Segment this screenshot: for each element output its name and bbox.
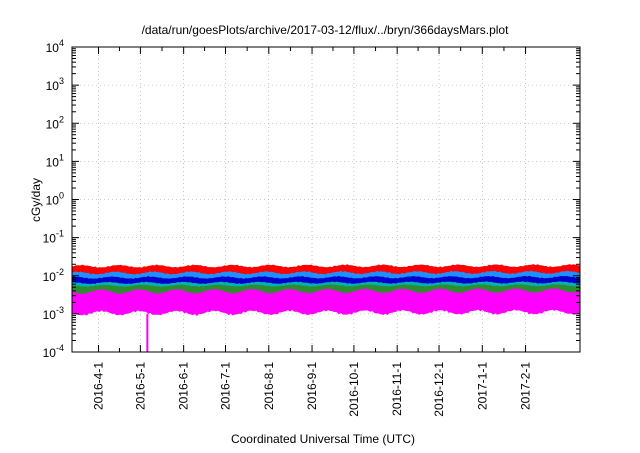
y-tick-label: 103: [46, 76, 64, 93]
y-tick-exponent: 1: [59, 152, 64, 162]
y-tick-exponent: 0: [59, 191, 64, 201]
x-tick-label: 2017-2-1: [519, 362, 533, 410]
y-tick-exponent: -4: [56, 343, 64, 353]
y-tick-exponent: -3: [56, 305, 64, 315]
data-layer: [71, 264, 581, 352]
y-tick-exponent: -1: [56, 229, 64, 239]
x-tick-label: 2016-4-1: [92, 362, 106, 410]
y-tick-label: 10-4: [43, 343, 64, 360]
y-tick-exponent: 2: [59, 114, 64, 124]
y-tick-label: 100: [46, 191, 64, 208]
x-axis-label: Coordinated Universal Time (UTC): [231, 432, 415, 446]
y-tick-label: 102: [46, 114, 64, 131]
x-tick-label: 2016-7-1: [219, 362, 233, 410]
x-tick-label: 2016-12-1: [432, 362, 446, 417]
x-tick-label: 2016-10-1: [347, 362, 361, 417]
y-tick-exponent: 4: [59, 38, 64, 48]
y-tick-exponent: -2: [56, 267, 64, 277]
x-tick-label: 2016-11-1: [390, 362, 404, 416]
x-tick-label: 2016-5-1: [133, 362, 147, 410]
x-tick-label: 2016-6-1: [177, 362, 191, 410]
y-tick-label: 104: [46, 38, 64, 55]
x-tick-label: 2016-8-1: [262, 362, 276, 410]
y-tick-label: 101: [46, 152, 64, 169]
x-tick-label: 2016-9-1: [305, 362, 319, 410]
series-band-6: [71, 288, 581, 316]
y-tick-label: 10-1: [43, 229, 64, 246]
x-tick-label: 2017-1-1: [475, 362, 489, 410]
plot-frame: [71, 46, 581, 353]
y-axis-label: cGy/day: [29, 178, 43, 222]
y-tick-label: 10-2: [43, 267, 64, 284]
y-tick-exponent: 3: [59, 76, 64, 86]
y-tick-label: 10-3: [43, 305, 64, 322]
chart-title: /data/run/goesPlots/archive/2017-03-12/f…: [142, 23, 510, 37]
